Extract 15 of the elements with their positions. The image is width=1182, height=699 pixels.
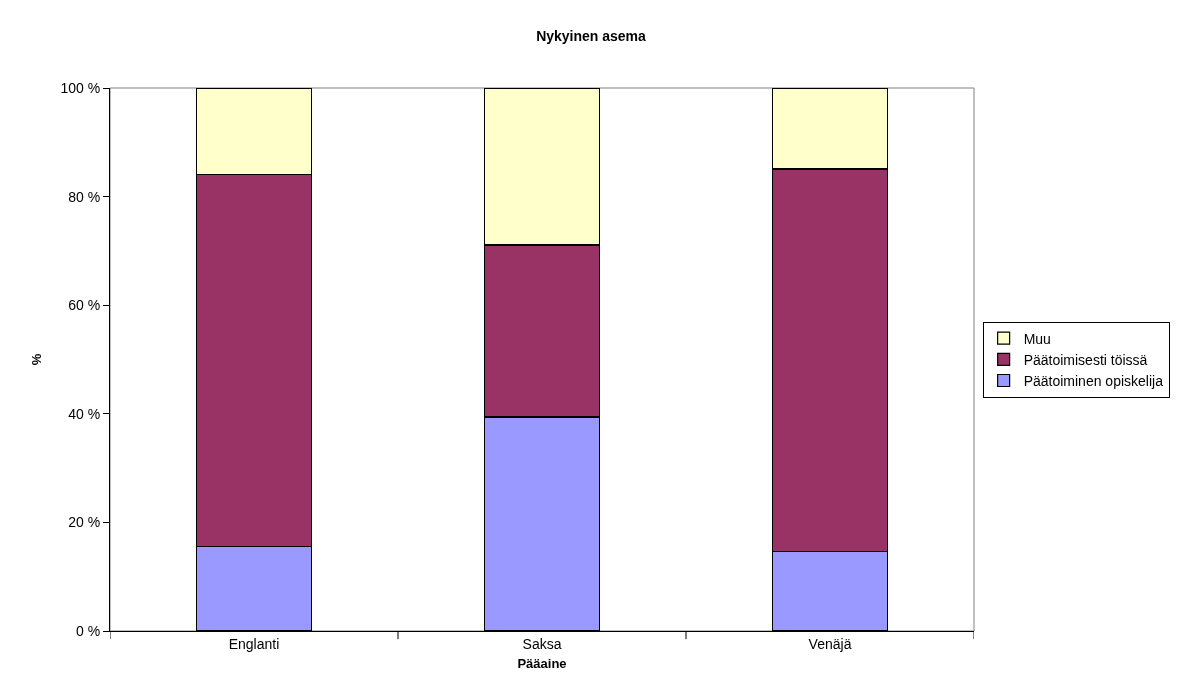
y-axis-title: %: [29, 353, 45, 366]
y-tick-label: 40 %: [68, 405, 101, 422]
x-tick-label: Englanti: [228, 635, 280, 652]
y-tick-label: 0 %: [76, 622, 101, 639]
y-tick-label: 80 %: [68, 188, 101, 205]
x-axis-title: Pääaine: [517, 656, 567, 672]
legend-label: Päätoiminen opiskelija: [1023, 372, 1164, 389]
legend-label: Päätoimisesti töissä: [1023, 351, 1148, 368]
chart-title: Nykyinen asema: [536, 28, 647, 45]
x-tick-label: Venäjä: [808, 635, 852, 652]
x-tick-label: Saksa: [522, 635, 562, 652]
legend-label: Muu: [1023, 330, 1051, 347]
y-tick-label: 60 %: [68, 297, 101, 314]
y-tick-label: 20 %: [68, 514, 101, 531]
y-tick-label: 100 %: [60, 79, 101, 96]
